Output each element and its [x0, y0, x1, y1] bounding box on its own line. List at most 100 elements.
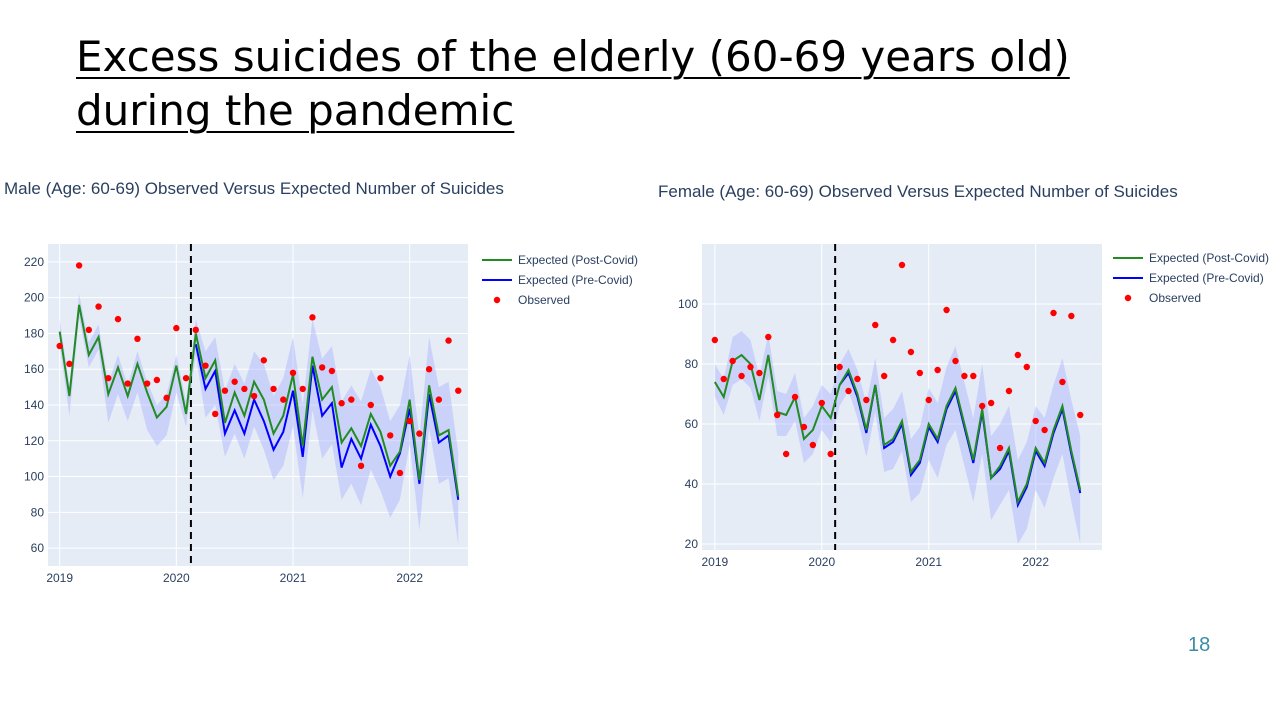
female-observed-point	[809, 441, 817, 449]
female-observed-point	[854, 375, 861, 383]
male-observed-point	[425, 366, 433, 373]
female-observed-point	[889, 336, 897, 344]
male-y-tick-label: 80	[31, 505, 45, 519]
male-observed-point	[260, 357, 268, 364]
female-observed-point	[827, 450, 834, 458]
female-observed-point	[1032, 417, 1039, 425]
female-observed-point	[720, 375, 727, 383]
male-y-tick-label: 140	[24, 398, 44, 412]
female-x-tick-label: 2019	[701, 555, 728, 569]
female-observed-point	[729, 357, 736, 365]
female-observed-point	[1059, 378, 1066, 386]
male-y-tick-label: 120	[24, 434, 44, 448]
male-series-expected-post	[58, 304, 460, 497]
female-x-tick-label: 2021	[915, 555, 942, 569]
male-observed-point	[328, 367, 336, 375]
slide-title-line2: during the pandemic	[76, 86, 515, 135]
male-observed-point	[348, 396, 355, 403]
male-observed-point	[212, 410, 219, 418]
male-observed-point	[270, 385, 277, 393]
male-observed-point	[445, 337, 452, 344]
female-y-tick-label: 40	[685, 477, 699, 491]
female-observed-point	[774, 411, 781, 419]
female-legend-label: Expected (Post-Covid)	[1149, 251, 1269, 265]
male-y-tick-label: 60	[31, 541, 45, 555]
female-observed-point	[800, 423, 808, 431]
male-observed-point	[357, 462, 365, 470]
female-observed-point	[1050, 309, 1057, 317]
female-observed-point	[765, 333, 772, 341]
male-observed-point	[299, 385, 306, 393]
male-x-tick-label: 2020	[163, 571, 190, 585]
male-observed-point	[221, 387, 229, 394]
male-observed-point	[416, 430, 423, 437]
female-observed-point	[934, 366, 941, 374]
male-legend-label: Expected (Pre-Covid)	[518, 273, 633, 287]
male-legend-swatch	[493, 296, 501, 304]
male-observed-point	[377, 374, 384, 382]
female-observed-point	[907, 348, 915, 356]
male-observed-point	[153, 376, 161, 384]
male-observed-point	[202, 362, 209, 369]
male-observed-point	[75, 262, 83, 269]
male-x-tick-label: 2019	[46, 571, 73, 585]
female-observed-point	[1014, 351, 1022, 359]
male-y-tick-label: 220	[24, 255, 44, 269]
male-chart-title: Male (Age: 60-69) Observed Versus Expect…	[4, 179, 504, 198]
female-y-tick-label: 100	[678, 297, 698, 311]
male-legend-label: Observed	[518, 293, 570, 307]
female-observed-point	[818, 399, 825, 407]
male-observed-point	[182, 374, 190, 382]
male-observed-point	[289, 369, 297, 376]
male-observed-point	[105, 374, 112, 382]
male-y-tick-label: 100	[24, 470, 44, 484]
female-observed-point	[1023, 363, 1030, 371]
female-legend-label: Expected (Pre-Covid)	[1149, 271, 1264, 285]
female-observed-point	[979, 402, 986, 410]
slide-title: Excess suicides of the elderly (60-69 ye…	[76, 30, 1076, 138]
female-y-tick-label: 60	[685, 417, 699, 431]
male-observed-point	[309, 314, 316, 321]
female-observed-point	[970, 372, 977, 380]
male-observed-point	[173, 324, 180, 332]
page-number: 18	[1188, 634, 1211, 656]
male-observed-point	[66, 360, 73, 368]
female-observed-point	[1077, 411, 1084, 419]
male-y-tick-label: 200	[24, 291, 44, 305]
female-observed-point	[1041, 426, 1048, 434]
male-x-tick-label: 2021	[280, 571, 307, 585]
female-chart: 20 40 60 80 100 2019 2020 2021 2022 Expected (Pos…	[678, 244, 1269, 569]
female-observed-point	[961, 372, 968, 380]
male-observed-point	[250, 392, 258, 400]
female-y-tick-label: 80	[685, 357, 699, 371]
female-observed-point	[747, 363, 754, 371]
male-observed-point	[406, 417, 413, 425]
male-observed-point	[387, 432, 394, 439]
female-observed-point	[898, 261, 906, 269]
male-observed-point	[56, 342, 63, 350]
female-series-expected-post	[713, 353, 1082, 506]
female-legend-swatch	[1124, 294, 1132, 302]
male-x-tick-label: 2022	[396, 571, 423, 585]
female-confidence-band	[714, 331, 1081, 544]
male-observed-point	[124, 380, 131, 387]
female-legend-label: Observed	[1149, 291, 1201, 305]
male-observed-point	[143, 380, 151, 387]
female-observed-point	[711, 336, 719, 344]
male-observed-point	[367, 401, 374, 409]
male-observed-point	[231, 378, 238, 385]
female-observed-point	[738, 372, 745, 380]
female-observed-point	[916, 369, 924, 377]
female-observed-point	[863, 396, 870, 404]
male-observed-point	[280, 396, 287, 403]
male-observed-point	[134, 335, 141, 343]
male-observed-point	[396, 469, 404, 477]
male-observed-point	[318, 364, 326, 371]
male-observed-point	[163, 394, 170, 402]
female-observed-point	[943, 306, 950, 314]
female-observed-point	[845, 387, 852, 395]
male-observed-point	[241, 385, 248, 393]
female-observed-point	[996, 444, 1004, 452]
female-observed-point	[925, 396, 932, 404]
female-observed-point	[880, 372, 888, 380]
